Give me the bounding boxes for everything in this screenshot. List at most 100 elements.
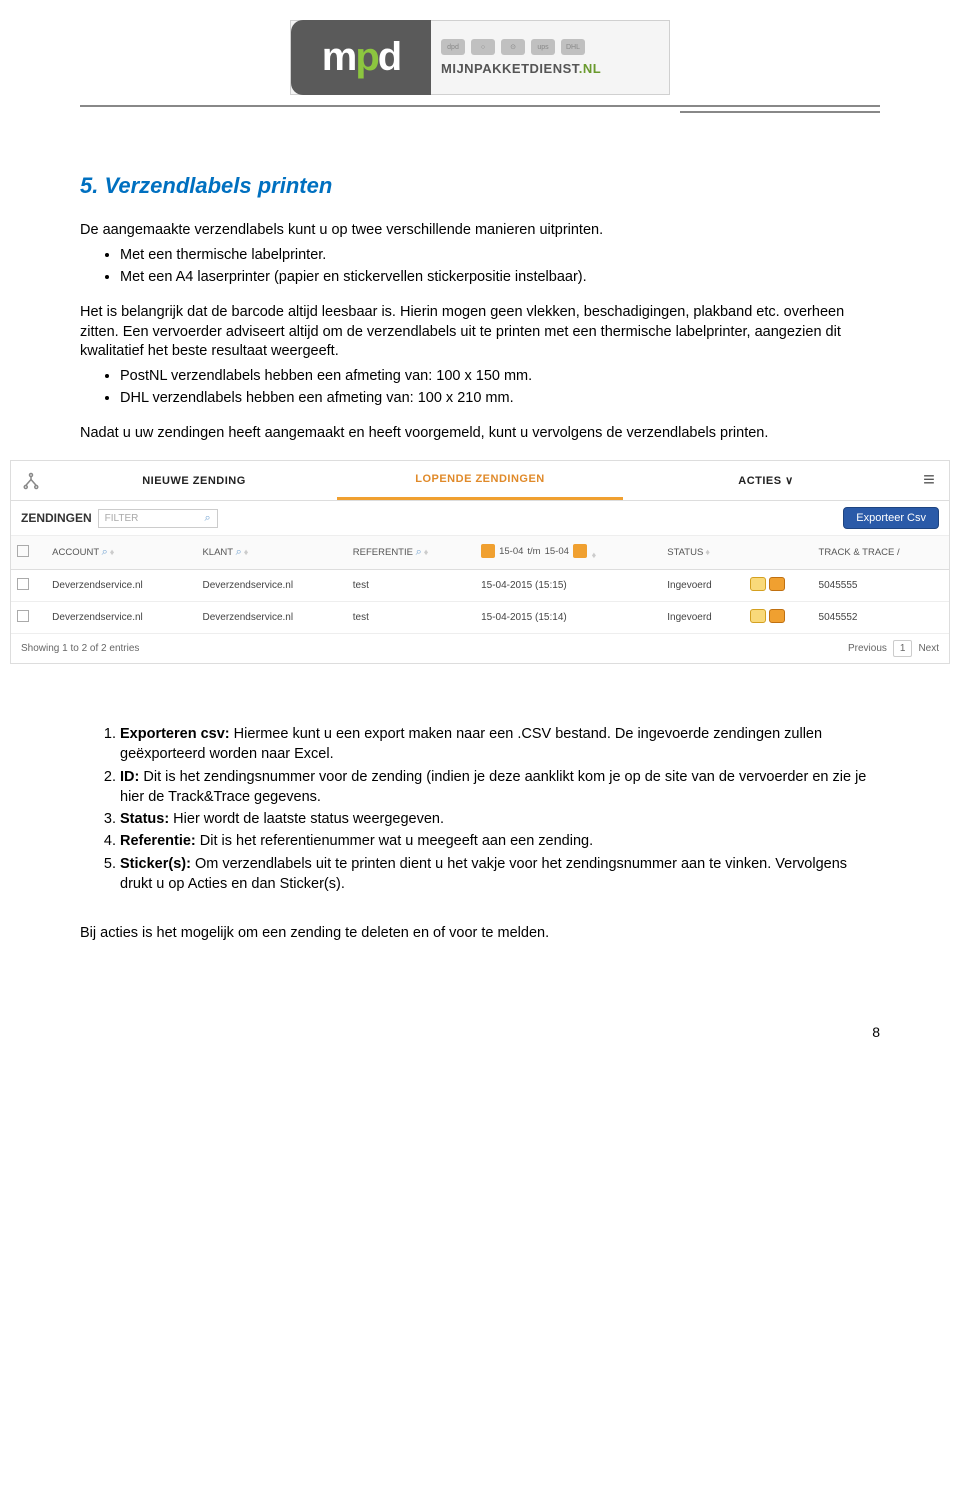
cell-status: Ingevoerd [661, 602, 744, 634]
label-icon[interactable] [769, 577, 785, 591]
date-to: 15-04 [545, 546, 569, 557]
cell-account: Deverzendservice.nl [46, 602, 196, 634]
nav-nieuwe-zending[interactable]: NIEUWE ZENDING [51, 463, 337, 499]
search-icon: ⌕ [236, 546, 242, 558]
cell-track[interactable]: 5045552 [813, 602, 949, 634]
pager-prev[interactable]: Previous [848, 643, 887, 654]
cell-status: Ingevoerd [661, 570, 744, 602]
item-bold: ID: [120, 769, 139, 785]
bullet-item: DHL verzendlabels hebben een afmeting va… [120, 388, 880, 408]
label-icon[interactable] [769, 609, 785, 623]
branch-icon[interactable] [11, 472, 51, 490]
numbered-list: Exporteren csv: Hiermee kunt u een expor… [120, 724, 880, 894]
col-klant[interactable]: KLANT ⌕♦ [196, 536, 346, 570]
nav-lopende-zendingen[interactable]: LOPENDE ZENDINGEN [337, 461, 623, 500]
search-icon: ⌕ [416, 546, 422, 558]
pager: Previous 1 Next [848, 640, 939, 657]
list-item: Status: Hier wordt de laatste status wee… [120, 809, 880, 829]
hamburger-icon[interactable]: ≡ [909, 469, 949, 492]
zendingen-label: ZENDINGEN [21, 511, 92, 525]
section-title-text: Verzendlabels printen [104, 173, 332, 198]
sort-icon: ♦ [110, 547, 115, 557]
table-footer: Showing 1 to 2 of 2 entries Previous 1 N… [11, 634, 949, 663]
item-text: Dit is het zendingsnummer voor de zendin… [120, 769, 866, 805]
pager-page[interactable]: 1 [893, 640, 913, 657]
label-icon[interactable] [750, 577, 766, 591]
showing-text: Showing 1 to 2 of 2 entries [21, 643, 139, 654]
item-text: Dit is het referentienummer wat u meegee… [196, 833, 593, 849]
after-para: Nadat u uw zendingen heeft aangemaakt en… [80, 424, 880, 444]
cell-date: 15-04-2015 (15:14) [475, 602, 661, 634]
date-sep: t/m [527, 546, 540, 557]
intro-bullets: Met een thermische labelprinter. Met een… [120, 245, 880, 288]
col-status[interactable]: STATUS♦ [661, 536, 744, 570]
shipments-table: ACCOUNT ⌕♦ KLANT ⌕♦ REFERENTIE ⌕♦ 15-04 … [11, 536, 949, 634]
app-nav-bar: NIEUWE ZENDING LOPENDE ZENDINGEN ACTIES … [11, 461, 949, 501]
cell-icons [744, 570, 813, 602]
bullet-item: Met een A4 laserprinter (papier en stick… [120, 267, 880, 287]
cell-klant: Deverzendservice.nl [196, 570, 346, 602]
cell-klant: Deverzendservice.nl [196, 602, 346, 634]
export-csv-button[interactable]: Exporteer Csv [843, 507, 939, 529]
brand-main: MIJNPAKKETDIENST [441, 61, 579, 76]
body-bullets: PostNL verzendlabels hebben een afmeting… [120, 366, 880, 409]
col-date-range[interactable]: 15-04 t/m 15-04 ♦ [475, 536, 661, 570]
divider-short [680, 111, 880, 113]
carrier-dpd-icon: dpd [441, 39, 465, 55]
nav-acties[interactable]: ACTIES ∨ [623, 462, 909, 499]
sort-icon: ♦ [592, 550, 597, 560]
bullet-item: Met een thermische labelprinter. [120, 245, 880, 265]
item-bold: Status: [120, 811, 169, 827]
col-track[interactable]: TRACK & TRACE / [813, 536, 949, 570]
page-number: 8 [80, 1024, 880, 1040]
sort-icon: ♦ [244, 547, 249, 557]
logo-mpd: mpd [291, 20, 431, 95]
row-checkbox[interactable] [17, 578, 29, 590]
cell-account: Deverzendservice.nl [46, 570, 196, 602]
calendar-icon [481, 544, 495, 558]
search-icon: ⌕ [205, 512, 211, 525]
list-item: Exporteren csv: Hiermee kunt u een expor… [120, 724, 880, 765]
item-text: Hier wordt de laatste status weergegeven… [169, 811, 444, 827]
carrier-icon: ⊙ [501, 39, 525, 55]
cell-track[interactable]: 5045555 [813, 570, 949, 602]
bullet-item: PostNL verzendlabels hebben een afmeting… [120, 366, 880, 386]
calendar-icon [573, 544, 587, 558]
table-row[interactable]: Deverzendservice.nl Deverzendservice.nl … [11, 570, 949, 602]
table-row[interactable]: Deverzendservice.nl Deverzendservice.nl … [11, 602, 949, 634]
filter-placeholder: FILTER [105, 513, 139, 524]
cell-date: 15-04-2015 (15:15) [475, 570, 661, 602]
col-checkbox[interactable] [11, 536, 46, 570]
brand-suffix: .NL [579, 61, 601, 76]
cell-icons [744, 602, 813, 634]
search-icon: ⌕ [102, 546, 108, 558]
sort-icon: ♦ [705, 547, 710, 557]
col-status-icons [744, 536, 813, 570]
closing-para: Bij acties is het mogelijk om een zendin… [80, 924, 880, 944]
section-heading: 5. Verzendlabels printen [80, 173, 880, 199]
logo-d: d [378, 35, 400, 79]
carrier-dhl-icon: DHL [561, 39, 585, 55]
list-item: Sticker(s): Om verzendlabels uit te prin… [120, 854, 880, 895]
row-checkbox[interactable] [17, 610, 29, 622]
col-account[interactable]: ACCOUNT ⌕♦ [46, 536, 196, 570]
list-item: ID: Dit is het zendingsnummer voor de ze… [120, 767, 880, 808]
logo-m: m [322, 35, 356, 79]
logo-p: p [355, 35, 377, 79]
carrier-ups-icon: ups [531, 39, 555, 55]
sort-icon: ♦ [424, 547, 429, 557]
intro-para: De aangemaakte verzendlabels kunt u op t… [80, 221, 880, 241]
item-bold: Exporteren csv: [120, 726, 230, 742]
item-bold: Sticker(s): [120, 856, 191, 872]
pager-next[interactable]: Next [918, 643, 939, 654]
cell-ref: test [347, 602, 475, 634]
cell-ref: test [347, 570, 475, 602]
label-icon[interactable] [750, 609, 766, 623]
divider [80, 105, 880, 107]
item-text: Om verzendlabels uit te printen dient u … [120, 856, 847, 892]
app-screenshot: NIEUWE ZENDING LOPENDE ZENDINGEN ACTIES … [10, 460, 950, 664]
brand-name: MIJNPAKKETDIENST.NL [441, 61, 659, 76]
col-referentie[interactable]: REFERENTIE ⌕♦ [347, 536, 475, 570]
filter-input[interactable]: FILTER ⌕ [98, 509, 218, 528]
carrier-icon: ○ [471, 39, 495, 55]
